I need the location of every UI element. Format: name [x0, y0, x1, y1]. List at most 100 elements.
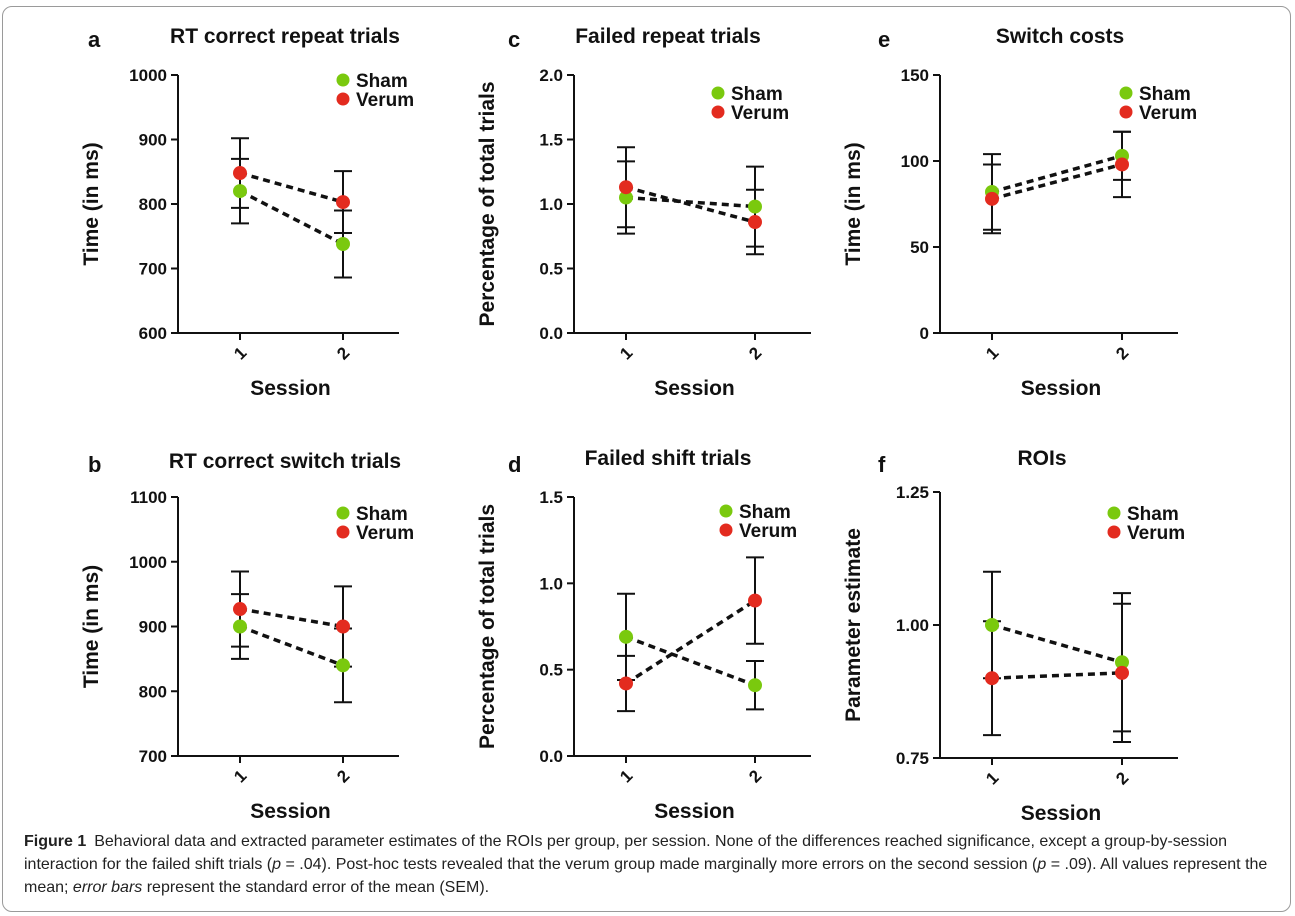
- figure-caption: Figure 1 Behavioral data and extracted pa…: [24, 830, 1274, 899]
- x-tick-label: 1: [616, 343, 636, 363]
- y-tick-label: 0.5: [539, 661, 563, 680]
- x-tick-label: 1: [230, 343, 250, 363]
- y-axis-label: Parameter estimate: [842, 528, 865, 722]
- legend-label: Sham: [1139, 84, 1191, 105]
- y-tick-label: 0.75: [896, 749, 929, 768]
- legend-label: Verum: [739, 521, 797, 542]
- y-tick-label: 600: [139, 324, 167, 343]
- legend-marker: [1107, 506, 1121, 520]
- x-tick-label: 1: [230, 766, 250, 786]
- panel-a: a RT correct repeat trials 600 700 800 900 100…: [80, 25, 414, 400]
- y-tick-label: 900: [139, 131, 167, 150]
- series-line: [239, 607, 344, 629]
- legend-label: Verum: [356, 90, 414, 111]
- y-axis-label: Time (in ms): [80, 565, 103, 688]
- y-axis-label: Percentage of total trials: [476, 81, 499, 326]
- caption-text-4: represent the standard error of the mean…: [142, 879, 490, 896]
- data-point: [748, 593, 762, 608]
- data-point: [619, 180, 633, 195]
- y-tick-label: 150: [901, 66, 929, 85]
- legend-label: Verum: [1139, 103, 1197, 124]
- data-point: [336, 195, 350, 210]
- series-line: [991, 154, 1123, 194]
- y-tick-label: 0.0: [539, 324, 563, 343]
- legend-marker: [719, 504, 733, 518]
- data-point: [985, 618, 999, 632]
- panel-title: Switch costs: [996, 25, 1124, 48]
- data-point: [1115, 655, 1129, 670]
- series-verum: [231, 137, 352, 235]
- caption-text-1: Behavioral data and extracted parameter …: [24, 833, 1228, 873]
- legend-label: Verum: [731, 103, 789, 124]
- series-verum: [231, 570, 352, 668]
- data-point: [336, 658, 350, 673]
- panel-b: b RT correct switch trials700800900100011…: [80, 450, 414, 823]
- legend-marker: [336, 506, 350, 520]
- x-axis-label: Session: [250, 377, 331, 400]
- data-point: [233, 602, 247, 617]
- legend-marker: [336, 525, 350, 539]
- series-line: [625, 599, 756, 685]
- y-tick-label: 2.0: [539, 66, 563, 85]
- data-point: [619, 190, 633, 205]
- caption-text-2: = .04). Post-hoc tests revealed that the…: [281, 856, 1038, 873]
- x-axis-label: Session: [654, 800, 735, 823]
- panel-letter: e: [878, 27, 890, 52]
- y-tick-label: 1100: [130, 488, 167, 507]
- legend-marker: [1119, 86, 1133, 100]
- x-axis-label: Session: [654, 377, 735, 400]
- x-tick-label: 2: [745, 343, 765, 363]
- series-verum: [983, 602, 1131, 744]
- y-tick-label: 1.5: [539, 488, 563, 507]
- series-sham: [231, 157, 352, 279]
- series-verum: [617, 556, 764, 713]
- data-point: [748, 199, 762, 214]
- series-line: [991, 162, 1123, 201]
- panel-e: e Switch costs 0 50 100 150 1 2 Session Time (in …: [842, 25, 1197, 400]
- legend-marker: [719, 523, 733, 537]
- panel-c: c Failed repeat trials 0.0 0.5 1.0 1.5 2.0 1 2 Se…: [476, 25, 811, 400]
- data-point: [748, 678, 762, 693]
- data-point: [336, 236, 350, 251]
- series-line: [625, 195, 756, 209]
- x-tick-label: 2: [1112, 343, 1132, 363]
- series-verum: [983, 130, 1131, 235]
- data-point: [748, 215, 762, 230]
- series-line: [625, 185, 756, 224]
- data-point: [1115, 665, 1129, 680]
- panel-d: d Failed shift trials 0.0 0.5 1.0 1.5 1 2 Sessio…: [476, 447, 811, 823]
- panel-title: Failed repeat trials: [575, 25, 761, 48]
- data-point: [619, 676, 633, 691]
- y-axis-label: Percentage of total trials: [476, 504, 499, 749]
- legend-marker: [336, 92, 350, 106]
- y-tick-label: 700: [139, 747, 167, 766]
- series-line: [991, 671, 1123, 680]
- y-tick-label: 1000: [129, 66, 167, 85]
- panel-title: RT correct switch trials: [169, 450, 401, 473]
- series-line: [239, 624, 344, 667]
- series-line: [239, 189, 344, 246]
- legend-marker: [711, 86, 725, 100]
- x-axis-label: Session: [1021, 377, 1102, 400]
- legend-label: Sham: [731, 84, 783, 105]
- panel-letter: d: [508, 452, 521, 477]
- x-tick-label: 2: [1112, 768, 1132, 788]
- data-point: [233, 184, 247, 199]
- data-point: [336, 619, 350, 634]
- legend-label: Verum: [356, 523, 414, 544]
- y-tick-label: 800: [139, 682, 167, 701]
- y-axis-label: Time (in ms): [842, 142, 865, 265]
- legend-label: Verum: [1127, 523, 1185, 544]
- caption-error-bars: error bars: [72, 879, 143, 896]
- y-tick-label: 0.5: [539, 260, 563, 279]
- y-tick-label: 700: [139, 260, 167, 279]
- caption-p-symbol-2: p: [1037, 856, 1047, 873]
- panel-letter: f: [878, 452, 886, 477]
- series-sham: [983, 570, 1131, 733]
- panel-title: ROIs: [1017, 447, 1066, 470]
- legend-marker: [1107, 525, 1121, 539]
- legend-marker: [711, 105, 725, 119]
- y-tick-label: 1000: [129, 553, 167, 572]
- x-tick-label: 1: [982, 343, 1002, 363]
